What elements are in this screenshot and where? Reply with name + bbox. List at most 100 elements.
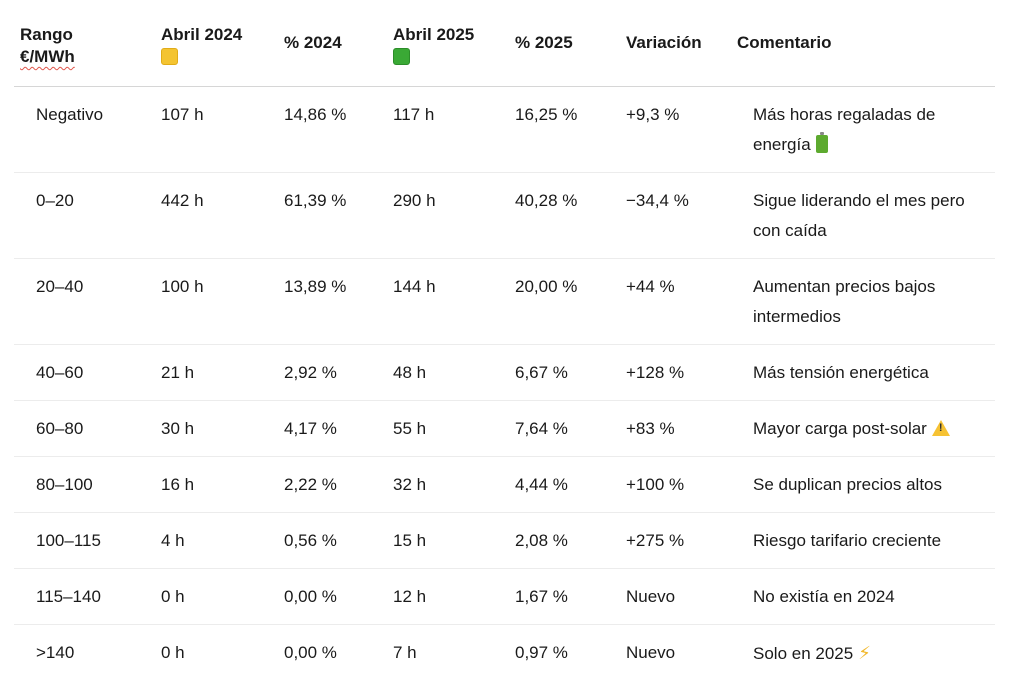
cell-variacion-text: +100 % bbox=[626, 475, 685, 494]
cell-horas-2024: 30 h bbox=[155, 400, 278, 457]
cell-horas-2024-text: 100 h bbox=[161, 277, 204, 296]
cell-pct-2025-text: 20,00 % bbox=[515, 277, 578, 296]
cell-horas-2025-text: 117 h bbox=[393, 105, 435, 124]
cell-pct-2025: 16,25 % bbox=[509, 86, 620, 173]
cell-comentario-text: Más horas regaladas de energía bbox=[753, 105, 936, 154]
cell-pct-2024-text: 0,56 % bbox=[284, 531, 337, 550]
cell-horas-2024-text: 4 h bbox=[161, 531, 185, 550]
cell-pct-2025: 0,97 % bbox=[509, 625, 620, 682]
green-square-icon bbox=[393, 48, 410, 65]
cell-variacion-text: +128 % bbox=[626, 363, 685, 382]
header-rango: Rango €/MWh bbox=[14, 14, 155, 87]
header-pct-2025-label: % 2025 bbox=[515, 33, 573, 52]
cell-horas-2025-text: 7 h bbox=[393, 643, 417, 662]
cell-horas-2024-text: 21 h bbox=[161, 363, 195, 382]
header-comentario-label: Comentario bbox=[737, 33, 832, 52]
cell-horas-2025-text: 48 h bbox=[393, 363, 427, 382]
cell-rango: 115–140 bbox=[14, 568, 155, 625]
cell-pct-2025: 40,28 % bbox=[509, 172, 620, 259]
header-abril-2024-label: Abril 2024 bbox=[161, 25, 243, 44]
cell-horas-2025: 32 h bbox=[387, 456, 509, 513]
cell-rango: >140 bbox=[14, 625, 155, 682]
yellow-square-icon bbox=[161, 48, 178, 65]
cell-pct-2025-text: 1,67 % bbox=[515, 587, 568, 606]
table-row: >140 0 h 0,00 % 7 h 0,97 % Nuevo Solo en 2025 ⚡ bbox=[14, 625, 995, 682]
cell-variacion: +100 % bbox=[620, 456, 731, 513]
cell-pct-2025-text: 4,44 % bbox=[515, 475, 568, 494]
table-row: 0–20 442 h 61,39 % 290 h 40,28 % −34,4 % Sigue… bbox=[14, 172, 995, 259]
cell-pct-2025-text: 6,67 % bbox=[515, 363, 568, 382]
cell-pct-2024-text: 2,22 % bbox=[284, 475, 337, 494]
cell-horas-2025-text: 32 h bbox=[393, 475, 427, 494]
cell-comentario: Aumentan precios bajos intermedios bbox=[731, 258, 995, 345]
cell-comentario-text: Sigue liderando el mes pero con caída bbox=[753, 191, 965, 240]
header-abril-2024: Abril 2024 bbox=[155, 14, 278, 87]
cell-variacion-text: +275 % bbox=[626, 531, 685, 550]
cell-rango-text: 0–20 bbox=[36, 191, 74, 210]
header-pct-2025: % 2025 bbox=[509, 14, 620, 87]
cell-pct-2025: 6,67 % bbox=[509, 344, 620, 401]
cell-pct-2024-text: 0,00 % bbox=[284, 643, 337, 662]
cell-rango: 20–40 bbox=[14, 258, 155, 345]
cell-horas-2024-text: 16 h bbox=[161, 475, 195, 494]
table-header-row: Rango €/MWh Abril 2024 % 2024 Abril 2025 … bbox=[14, 14, 995, 87]
cell-pct-2024: 13,89 % bbox=[278, 258, 387, 345]
header-pct-2024-label: % 2024 bbox=[284, 33, 342, 52]
table-row: 20–40 100 h 13,89 % 144 h 20,00 % +44 % Aument… bbox=[14, 258, 995, 345]
cell-variacion-text: +83 % bbox=[626, 419, 675, 438]
table-row: 115–140 0 h 0,00 % 12 h 1,67 % Nuevo No existí… bbox=[14, 568, 995, 625]
cell-comentario: Más tensión energética bbox=[731, 344, 995, 401]
cell-horas-2025: 15 h bbox=[387, 512, 509, 569]
cell-pct-2024: 14,86 % bbox=[278, 86, 387, 173]
cell-comentario-text: Más tensión energética bbox=[753, 363, 929, 382]
cell-comentario-text: Riesgo tarifario creciente bbox=[753, 531, 942, 550]
cell-horas-2025: 117 h bbox=[387, 86, 509, 173]
cell-rango-text: 60–80 bbox=[36, 419, 84, 438]
header-variacion-label: Variación bbox=[626, 33, 702, 52]
cell-pct-2025-text: 16,25 % bbox=[515, 105, 578, 124]
header-rango-line2: €/MWh bbox=[20, 47, 75, 66]
cell-comentario: Mayor carga post-solar bbox=[731, 400, 995, 457]
cell-variacion: Nuevo bbox=[620, 625, 731, 682]
cell-rango-text: 115–140 bbox=[36, 587, 101, 606]
cell-horas-2025-text: 290 h bbox=[393, 191, 436, 210]
cell-horas-2025: 12 h bbox=[387, 568, 509, 625]
cell-pct-2025-text: 2,08 % bbox=[515, 531, 568, 550]
cell-horas-2025: 55 h bbox=[387, 400, 509, 457]
header-abril-2025: Abril 2025 bbox=[387, 14, 509, 87]
table-row: 100–115 4 h 0,56 % 15 h 2,08 % +275 % Riesgo t… bbox=[14, 512, 995, 569]
cell-pct-2025-text: 0,97 % bbox=[515, 643, 568, 662]
cell-comentario: No existía en 2024 bbox=[731, 568, 995, 625]
cell-pct-2024: 2,22 % bbox=[278, 456, 387, 513]
cell-pct-2024: 0,00 % bbox=[278, 568, 387, 625]
cell-comentario: Se duplican precios altos bbox=[731, 456, 995, 513]
cell-horas-2025: 290 h bbox=[387, 172, 509, 259]
table-row: 80–100 16 h 2,22 % 32 h 4,44 % +100 % Se dupli… bbox=[14, 456, 995, 513]
cell-variacion: +44 % bbox=[620, 258, 731, 345]
cell-horas-2024: 21 h bbox=[155, 344, 278, 401]
cell-pct-2024-text: 0,00 % bbox=[284, 587, 337, 606]
table-body: Negativo 107 h 14,86 % 117 h 16,25 % +9,3 % Má… bbox=[14, 86, 995, 682]
cell-horas-2024-text: 107 h bbox=[161, 105, 204, 124]
cell-rango: 0–20 bbox=[14, 172, 155, 259]
table-row: 40–60 21 h 2,92 % 48 h 6,67 % +128 % Más tensi… bbox=[14, 344, 995, 401]
cell-rango-text: 100–115 bbox=[36, 531, 101, 550]
cell-horas-2025: 48 h bbox=[387, 344, 509, 401]
cell-horas-2024-text: 0 h bbox=[161, 587, 185, 606]
warning-icon bbox=[931, 420, 950, 436]
cell-pct-2025: 1,67 % bbox=[509, 568, 620, 625]
cell-pct-2025: 4,44 % bbox=[509, 456, 620, 513]
cell-rango: 80–100 bbox=[14, 456, 155, 513]
cell-horas-2025: 7 h bbox=[387, 625, 509, 682]
cell-horas-2024: 16 h bbox=[155, 456, 278, 513]
cell-horas-2024: 442 h bbox=[155, 172, 278, 259]
cell-rango-text: Negativo bbox=[36, 105, 104, 124]
cell-comentario: Más horas regaladas de energía bbox=[731, 86, 995, 173]
cell-pct-2024-text: 2,92 % bbox=[284, 363, 337, 382]
cell-variacion-text: +44 % bbox=[626, 277, 675, 296]
cell-horas-2024: 107 h bbox=[155, 86, 278, 173]
cell-rango: 60–80 bbox=[14, 400, 155, 457]
cell-variacion: +9,3 % bbox=[620, 86, 731, 173]
table-row: 60–80 30 h 4,17 % 55 h 7,64 % +83 % Mayor carg… bbox=[14, 400, 995, 457]
